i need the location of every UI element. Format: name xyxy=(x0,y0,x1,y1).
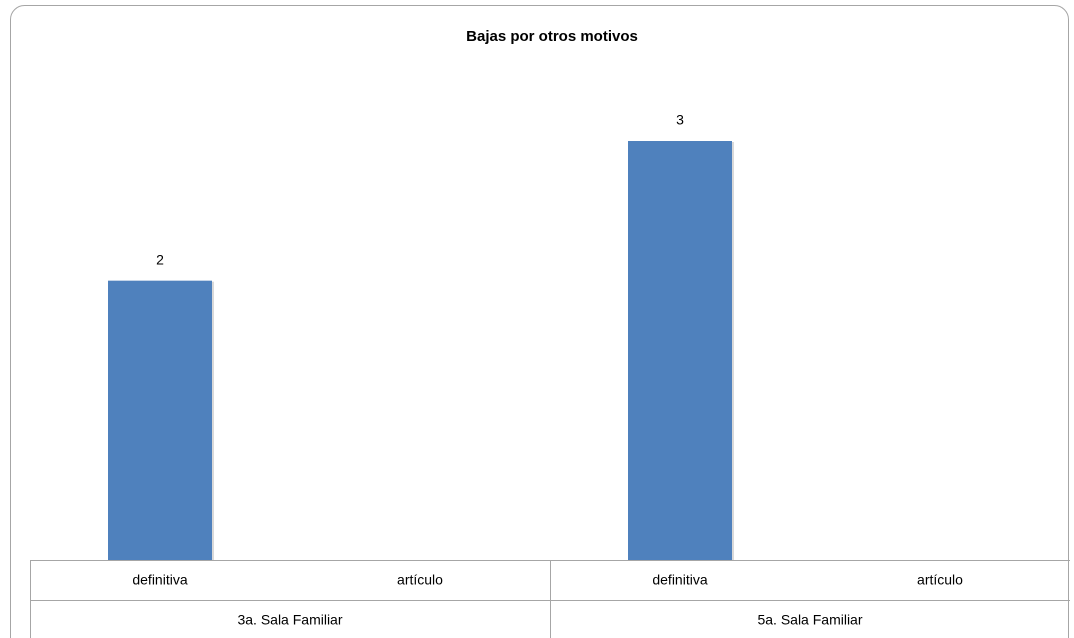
x-tick-label: artículo xyxy=(917,572,963,588)
chart-title: Bajas por otros motivos xyxy=(466,28,638,45)
x-tick-label: definitiva xyxy=(652,572,707,588)
bar xyxy=(108,280,212,560)
x-tick-label: definitiva xyxy=(132,572,187,588)
chart-frame xyxy=(10,5,1069,638)
data-label: 3 xyxy=(676,112,684,128)
bar xyxy=(628,141,732,560)
group-label: 5a. Sala Familiar xyxy=(757,612,862,628)
group-label: 3a. Sala Familiar xyxy=(237,612,342,628)
x-tick-label: artículo xyxy=(397,572,443,588)
data-label: 2 xyxy=(156,251,164,267)
